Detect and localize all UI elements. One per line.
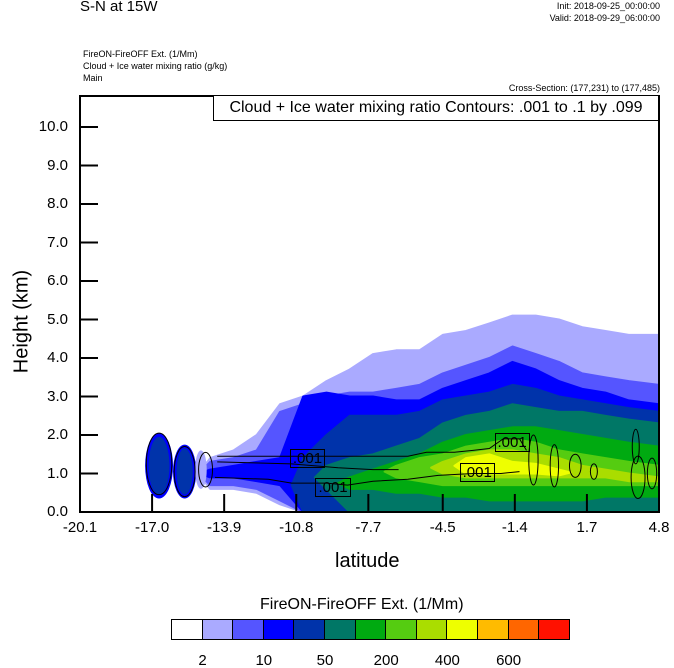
contour-line	[145, 432, 173, 496]
x-tick-label: -7.7	[355, 519, 382, 536]
x-axis-label: latitude	[335, 550, 400, 572]
x-tick-label: -1.4	[501, 519, 528, 536]
cross-section-label: Cross-Section: (177,231) to (177,485)	[508, 83, 660, 93]
y-tick-label: 1.0	[47, 464, 68, 482]
colorbar-swatch	[477, 620, 509, 639]
x-tick-label: 1.7	[576, 519, 598, 536]
x-tick-label: 4.8	[648, 519, 670, 536]
shaded-field	[145, 314, 659, 512]
colorbar-swatch	[539, 620, 569, 639]
contour-label: .001	[289, 448, 326, 468]
field-label-shading: FireON-FireOFF Ext. (1/Mm)	[83, 49, 198, 59]
contour-label: .001	[459, 462, 495, 482]
shaded-blob-level-4	[148, 436, 170, 495]
colorbar-label: 400	[434, 652, 460, 668]
field-label-contours: Cloud + Ice water mixing ratio (g/kg)	[83, 61, 228, 71]
y-tick-label: 7.0	[47, 233, 68, 251]
contour-line	[646, 457, 658, 490]
colorbar-swatch	[416, 620, 448, 639]
shaded-blob-level-4	[176, 448, 193, 495]
contour-line	[630, 455, 646, 500]
colorbar-swatch	[355, 620, 387, 639]
init-time: Init: 2018-09-25_00:00:00	[556, 1, 660, 11]
x-tick-label: -20.1	[62, 519, 98, 536]
y-axis-label: Height (km)	[10, 269, 33, 374]
colorbar	[171, 619, 570, 640]
contour-line	[214, 471, 520, 486]
x-tick-label: -4.5	[429, 519, 456, 536]
contour-line	[631, 428, 640, 465]
colorbar-swatch	[263, 620, 295, 639]
contour-legend: Cloud + Ice water mixing ratio Contours:…	[213, 96, 658, 121]
contour-line	[198, 451, 214, 488]
contour-line	[173, 446, 196, 498]
colorbar-swatch	[386, 620, 417, 639]
y-tick-label: 5.0	[47, 310, 68, 328]
colorbar-swatch	[294, 620, 325, 639]
colorbar-label: 10	[255, 652, 273, 668]
x-tick-label: -17.0	[134, 519, 170, 536]
contour-line	[589, 463, 598, 480]
contour-line	[549, 444, 560, 488]
colorbar-swatch	[447, 620, 478, 639]
y-tick-label: 9.0	[47, 156, 68, 174]
y-tick-label: 0.0	[47, 503, 68, 520]
contour-label: .001	[494, 433, 530, 453]
contour-line	[217, 438, 527, 457]
colorbar-label: 2	[198, 652, 207, 668]
colorbar-swatch	[233, 620, 264, 639]
contour-line	[568, 453, 582, 478]
contour-line	[528, 434, 539, 486]
colorbar-title: FireON-FireOFF Ext. (1/Mm)	[260, 596, 464, 613]
y-tick-label: 6.0	[47, 272, 68, 289]
colorbar-label: 50	[316, 652, 334, 668]
colorbar-swatch	[172, 620, 203, 639]
field-label-domain: Main	[83, 73, 103, 83]
y-tick-label: 10.0	[38, 118, 68, 135]
contour-lines	[145, 428, 658, 500]
contour-label: .001	[315, 478, 351, 498]
y-tick-label: 8.0	[47, 195, 68, 212]
y-tick-label: 3.0	[47, 387, 68, 405]
y-tick-label: 4.0	[47, 349, 68, 366]
colorbar-label: 600	[496, 652, 522, 668]
y-tick-label: 2.0	[47, 426, 68, 443]
shaded-blob-level-1	[195, 450, 207, 489]
valid-time: Valid: 2018-09-29_06:00:00	[549, 13, 660, 23]
colorbar-swatch	[202, 620, 234, 639]
x-tick-label: -10.8	[279, 519, 314, 536]
x-tick-label: -13.9	[207, 519, 242, 536]
plot-title: S-N at 15W	[80, 0, 158, 15]
colorbar-label: 200	[373, 652, 399, 668]
colorbar-swatch	[324, 620, 356, 639]
colorbar-swatch	[508, 620, 540, 639]
contour-line	[217, 461, 399, 471]
